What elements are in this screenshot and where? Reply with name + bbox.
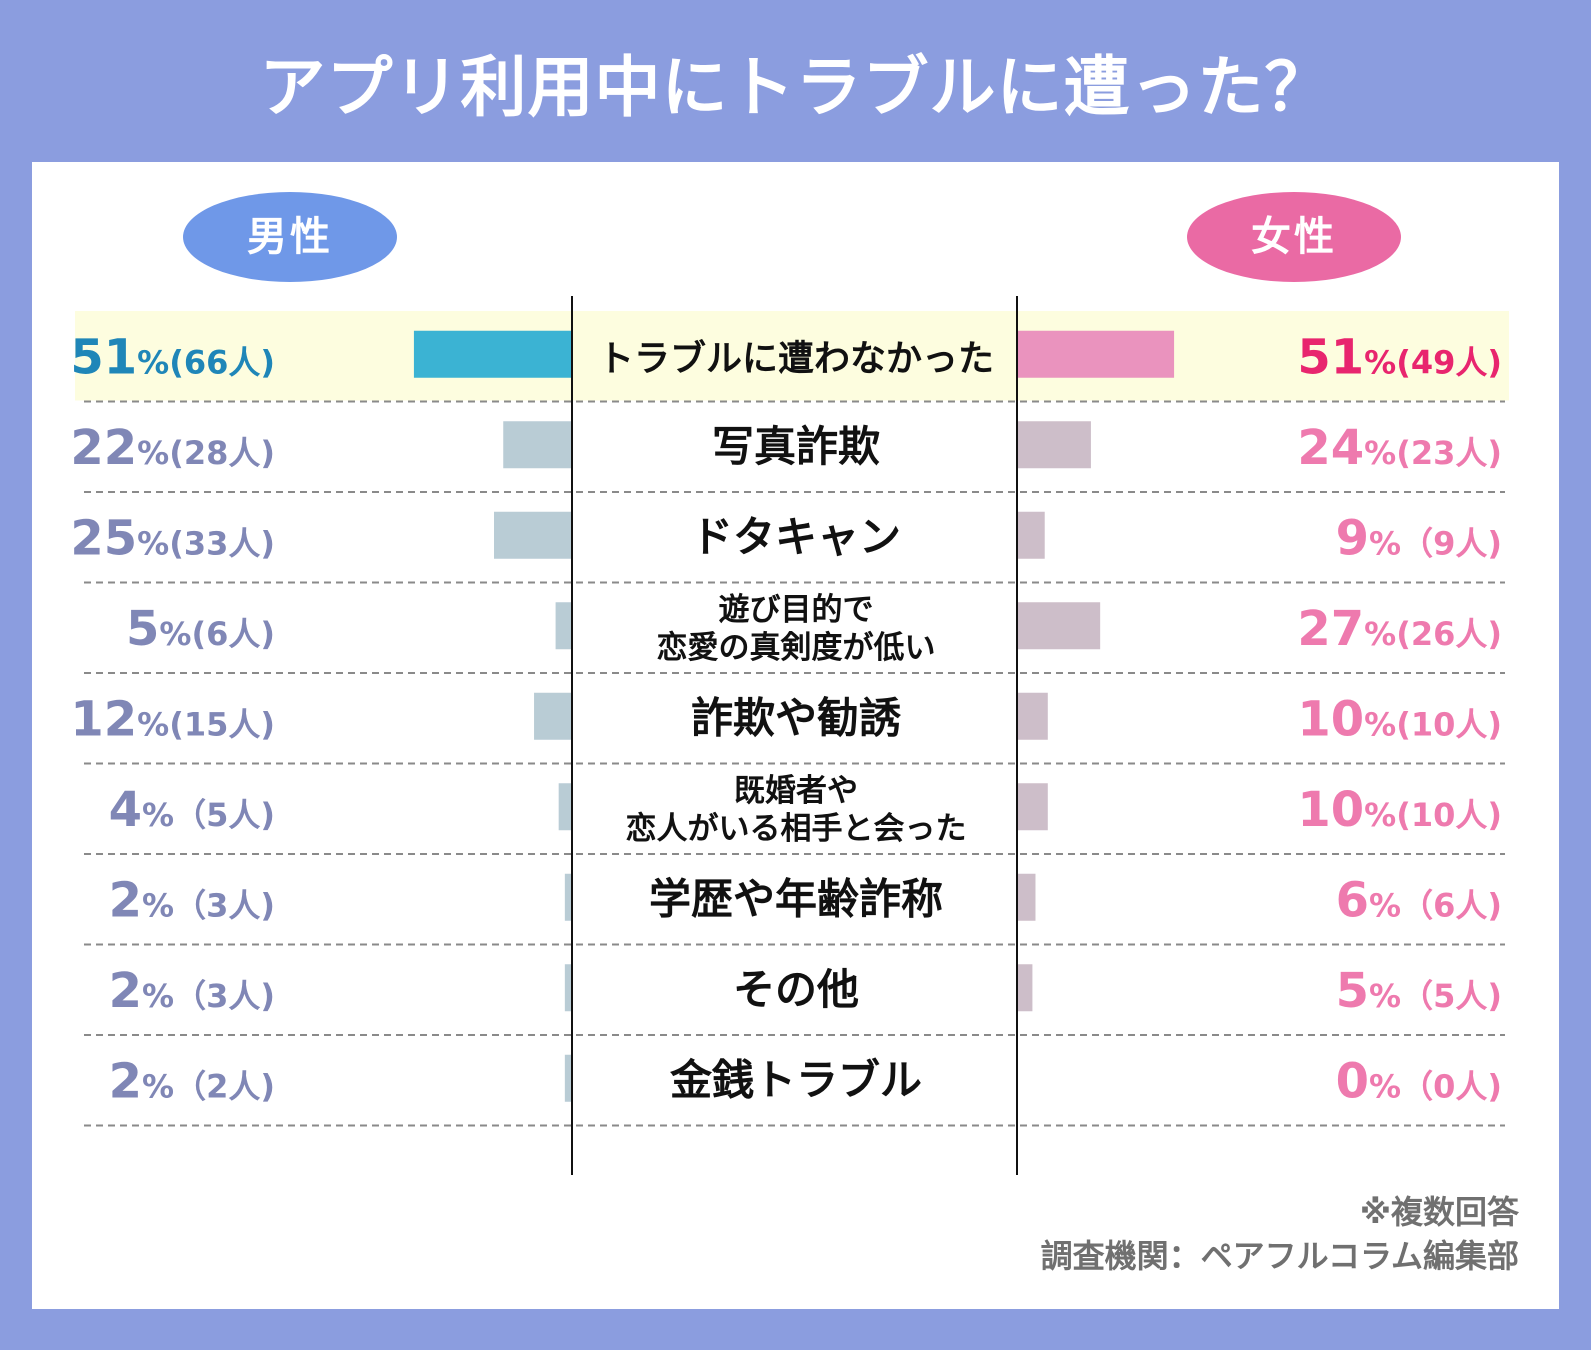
male-value-count: %(15人) — [137, 705, 275, 743]
male-bar — [564, 1054, 571, 1102]
male-value-percent: 5 — [126, 601, 159, 657]
female-value-label: 0%（0人) — [1336, 1053, 1502, 1109]
male-bar — [503, 421, 571, 469]
male-value-count: %(66人) — [137, 343, 275, 381]
female-value-percent: 9 — [1336, 510, 1369, 566]
male-value-label: 25%(33人) — [70, 510, 275, 566]
female-value-label: 27%(26人) — [1297, 601, 1502, 657]
female-value-label: 6%（6人) — [1336, 872, 1502, 928]
male-value-label: 2%（3人) — [109, 872, 275, 928]
female-value-count: %(23人) — [1364, 434, 1502, 472]
female-value-label: 10%(10人) — [1297, 691, 1502, 747]
female-bar — [1017, 873, 1036, 921]
male-value-label: 22%(28人) — [70, 420, 275, 476]
male-value-count: %（5人) — [142, 796, 275, 834]
category-label-text: 恋愛の真剣度が低い — [657, 630, 936, 666]
female-value-count: %（9人) — [1369, 524, 1502, 562]
female-value-percent: 51 — [1297, 329, 1364, 385]
male-value-label: 51%(66人) — [70, 329, 275, 385]
male-value-count: %（2人) — [142, 1067, 275, 1105]
female-bar — [1017, 602, 1101, 650]
female-value-count: %(10人) — [1364, 705, 1502, 743]
female-value-count: %（0人) — [1369, 1067, 1502, 1105]
footnote: ※複数回答 調査機関：ペアフルコラム編集部 — [1041, 1190, 1519, 1278]
highlight-row-background — [75, 311, 1509, 401]
category-label-text: 恋人がいる相手と会った — [626, 811, 967, 847]
male-value-label: 4%（5人) — [109, 782, 275, 838]
male-value-label: 5%(6人) — [126, 601, 275, 657]
category-label: 詐欺や勧誘 — [691, 693, 902, 742]
category-label-text: 写真詐欺 — [712, 422, 880, 471]
male-value-percent: 2 — [109, 1053, 142, 1109]
male-value-percent: 2 — [109, 872, 142, 928]
male-bar — [564, 873, 571, 921]
female-value-label: 24%(23人) — [1297, 420, 1502, 476]
category-label-text: 金銭トラブル — [669, 1055, 922, 1104]
footnote-multiple-answers: ※複数回答 — [1359, 1193, 1519, 1231]
legend-female-badge: 女性 — [1187, 192, 1401, 282]
female-bar — [1017, 783, 1048, 831]
female-value-label: 51%(49人) — [1297, 329, 1502, 385]
female-value-percent: 24 — [1297, 420, 1364, 476]
female-value-percent: 10 — [1297, 691, 1364, 747]
female-bar — [1017, 692, 1048, 740]
male-bar — [494, 511, 571, 559]
category-label-text: ドタキャン — [691, 512, 901, 561]
male-value-percent: 51 — [70, 329, 137, 385]
female-value-count: %（6人) — [1369, 886, 1502, 924]
male-bar — [555, 602, 571, 650]
female-value-count: %(10人) — [1364, 796, 1502, 834]
female-value-label: 9%（9人) — [1336, 510, 1502, 566]
female-value-percent: 10 — [1297, 782, 1364, 838]
female-bar — [1017, 330, 1175, 378]
category-label-text: 詐欺や勧誘 — [691, 693, 902, 742]
female-value-percent: 5 — [1336, 963, 1369, 1019]
male-value-percent: 4 — [109, 782, 142, 838]
male-value-label: 2%（2人) — [109, 1053, 275, 1109]
female-value-count: %（5人) — [1369, 977, 1502, 1015]
category-label: 学歴や年齢詐称 — [649, 874, 943, 923]
category-label: 写真詐欺 — [712, 422, 880, 471]
male-value-count: %(33人) — [137, 524, 275, 562]
female-value-percent: 6 — [1336, 872, 1369, 928]
male-value-percent: 12 — [70, 691, 137, 747]
male-value-percent: 2 — [109, 963, 142, 1019]
male-bar — [564, 964, 571, 1012]
category-label: ドタキャン — [691, 512, 901, 561]
female-value-percent: 27 — [1297, 601, 1364, 657]
category-label-text: トラブルに遭わなかった — [598, 337, 994, 379]
female-value-percent: 0 — [1336, 1053, 1369, 1109]
chart-title: アプリ利用中にトラブルに遭った？ — [259, 49, 1332, 126]
male-value-count: %（3人) — [142, 977, 275, 1015]
female-value-count: %(49人) — [1364, 343, 1502, 381]
category-label-text: 遊び目的で — [719, 592, 874, 628]
male-value-label: 2%（3人) — [109, 963, 275, 1019]
category-label: 金銭トラブル — [669, 1055, 922, 1104]
male-bar — [534, 692, 571, 740]
category-label-text: 既婚者や — [734, 773, 858, 809]
female-value-label: 5%（5人) — [1336, 963, 1502, 1019]
male-value-count: %（3人) — [142, 886, 275, 924]
male-value-percent: 22 — [70, 420, 137, 476]
category-label: その他 — [733, 965, 859, 1014]
male-value-percent: 25 — [70, 510, 137, 566]
category-label-text: 学歴や年齢詐称 — [649, 874, 943, 923]
female-bar — [1017, 421, 1091, 469]
male-value-count: %(6人) — [159, 615, 275, 653]
female-value-label: 10%(10人) — [1297, 782, 1502, 838]
female-value-count: %(26人) — [1364, 615, 1502, 653]
male-value-label: 12%(15人) — [70, 691, 275, 747]
male-bar — [413, 330, 571, 378]
female-bar — [1017, 964, 1033, 1012]
male-bar — [558, 783, 571, 831]
category-label: トラブルに遭わなかった — [598, 337, 994, 379]
category-label-text: その他 — [733, 965, 859, 1014]
footnote-source: 調査機関：ペアフルコラム編集部 — [1040, 1237, 1519, 1275]
legend-male-badge: 男性 — [183, 192, 397, 282]
male-value-count: %(28人) — [137, 434, 275, 472]
female-bar — [1017, 511, 1045, 559]
